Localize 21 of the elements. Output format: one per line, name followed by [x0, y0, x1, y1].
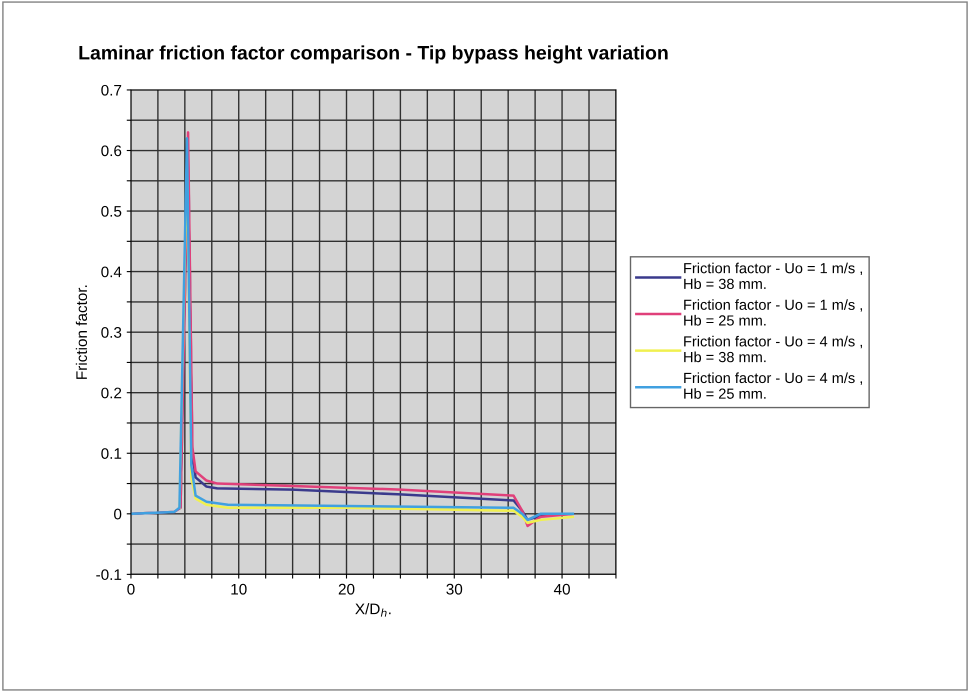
- y-tick-label: 0.3: [101, 327, 122, 338]
- y-tick-label: -0.1: [96, 569, 122, 580]
- legend-label: Friction factor - Uo = 4 m/s , Hb = 25 mm.: [684, 372, 862, 399]
- y-tick-label: 0: [114, 508, 122, 520]
- legend-label: Friction factor - Uo = 4 m/s , Hb = 38 mm.: [684, 336, 862, 362]
- x-tick-label: 10: [231, 584, 247, 595]
- legend-label: Friction factor - Uo = 1 m/s , Hb = 25 mm.: [684, 299, 862, 326]
- y-tick-label: 0.7: [101, 84, 122, 96]
- chart-title: Laminar friction factor comparison - Tip bypass height variation: [79, 45, 668, 64]
- x-tick-label: 0: [127, 584, 135, 595]
- y-tick-label: 0.2: [101, 388, 122, 398]
- y-tick-label: 0.6: [101, 145, 122, 156]
- x-tick-label: 40: [554, 584, 570, 595]
- x-axis-title: X/D$_{h}$.: [355, 603, 391, 617]
- y-axis-title: Friction factor.: [76, 286, 88, 379]
- y-tick-label: 0.5: [101, 206, 122, 217]
- x-tick-label: 30: [446, 584, 462, 595]
- y-tick-label: 0.1: [101, 448, 122, 459]
- y-tick-label: 0.4: [101, 266, 122, 278]
- legend-label: Friction factor - Uo = 1 m/s , Hb = 38 mm.: [684, 262, 862, 290]
- x-tick-label: 20: [338, 584, 354, 595]
